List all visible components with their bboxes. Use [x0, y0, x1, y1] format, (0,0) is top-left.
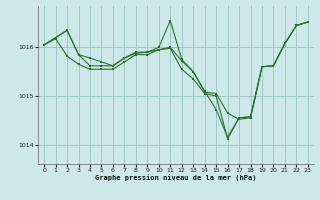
X-axis label: Graphe pression niveau de la mer (hPa): Graphe pression niveau de la mer (hPa)	[95, 175, 257, 181]
